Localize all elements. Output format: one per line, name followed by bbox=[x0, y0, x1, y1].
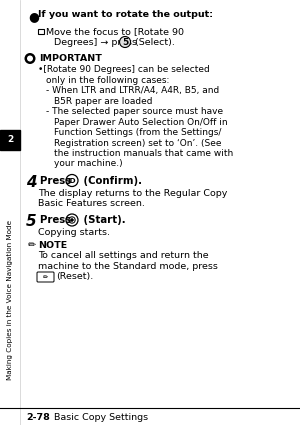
Bar bbox=[0, 130, 20, 150]
Text: Copying starts.: Copying starts. bbox=[38, 228, 110, 237]
Text: machine to the Standard mode, press: machine to the Standard mode, press bbox=[38, 262, 218, 271]
Circle shape bbox=[25, 53, 35, 64]
Text: ●: ● bbox=[28, 10, 39, 23]
Text: Making Copies in the Voice Navigation Mode: Making Copies in the Voice Navigation Mo… bbox=[7, 220, 13, 380]
Text: 5: 5 bbox=[122, 37, 128, 46]
Text: ID: ID bbox=[68, 178, 76, 184]
Text: (Reset).: (Reset). bbox=[56, 272, 93, 281]
Text: Degrees] → press: Degrees] → press bbox=[55, 37, 140, 46]
Text: Basic Copy Settings: Basic Copy Settings bbox=[54, 413, 148, 422]
Circle shape bbox=[27, 56, 33, 62]
Bar bbox=[38, 28, 44, 34]
Text: NOTE: NOTE bbox=[38, 241, 67, 250]
Bar bbox=[0, 0, 20, 425]
Text: ✏: ✏ bbox=[43, 275, 48, 280]
Text: Registration screen) set to ‘On’. (See: Registration screen) set to ‘On’. (See bbox=[54, 139, 221, 147]
Text: Move the focus to [Rotate 90: Move the focus to [Rotate 90 bbox=[46, 27, 184, 36]
Polygon shape bbox=[69, 217, 75, 223]
Text: IMPORTANT: IMPORTANT bbox=[39, 54, 102, 62]
Text: Paper Drawer Auto Selection On/Off in: Paper Drawer Auto Selection On/Off in bbox=[54, 117, 228, 127]
Text: Press: Press bbox=[40, 215, 75, 225]
Text: 2-78: 2-78 bbox=[26, 413, 50, 422]
Text: The display returns to the Regular Copy: The display returns to the Regular Copy bbox=[38, 189, 227, 198]
Text: (Select).: (Select). bbox=[132, 37, 175, 46]
Text: •[Rotate 90 Degrees] can be selected: •[Rotate 90 Degrees] can be selected bbox=[38, 65, 210, 74]
Text: (Start).: (Start). bbox=[80, 215, 126, 225]
Text: Press: Press bbox=[40, 176, 75, 185]
Text: B5R paper are loaded: B5R paper are loaded bbox=[54, 96, 152, 105]
Text: If you want to rotate the output:: If you want to rotate the output: bbox=[38, 10, 213, 19]
Text: - When LTR and LTRR/A4, A4R, B5, and: - When LTR and LTRR/A4, A4R, B5, and bbox=[46, 86, 219, 95]
Text: Function Settings (from the Settings/: Function Settings (from the Settings/ bbox=[54, 128, 221, 137]
Text: ✏: ✏ bbox=[28, 240, 36, 250]
Text: 4: 4 bbox=[26, 175, 37, 190]
Text: 2: 2 bbox=[7, 136, 13, 144]
Text: the instruction manuals that came with: the instruction manuals that came with bbox=[54, 149, 233, 158]
Text: (Confirm).: (Confirm). bbox=[80, 176, 142, 185]
Text: - The selected paper source must have: - The selected paper source must have bbox=[46, 107, 223, 116]
Text: only in the following cases:: only in the following cases: bbox=[46, 76, 169, 85]
Circle shape bbox=[120, 37, 130, 48]
Text: To cancel all settings and return the: To cancel all settings and return the bbox=[38, 252, 208, 261]
Text: your machine.): your machine.) bbox=[54, 159, 123, 168]
Text: 5: 5 bbox=[26, 214, 37, 229]
Text: Basic Features screen.: Basic Features screen. bbox=[38, 199, 145, 208]
